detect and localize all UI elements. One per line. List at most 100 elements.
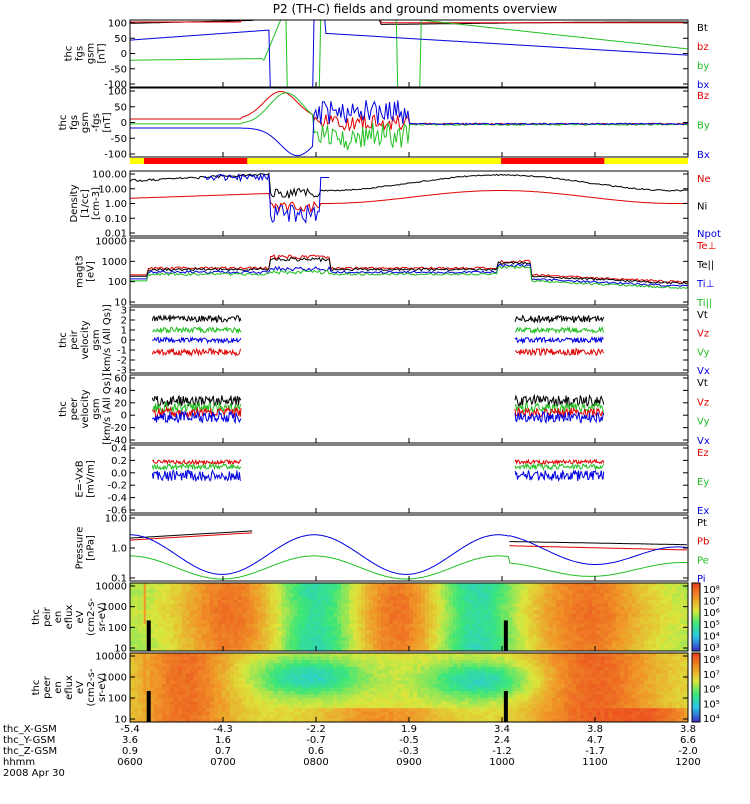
legend-entry: Bz [697,91,709,102]
y-axis-label: en [53,681,64,694]
series-Vt-group [515,395,604,406]
date-label: 2008 Apr 30 [3,768,65,779]
y-axis-label: gsm [86,43,97,64]
x-tick-label: 0700 [210,757,235,768]
x-tick-label: 0800 [303,757,328,768]
legend-entry: By [697,121,710,132]
series-Pb-group [509,546,687,550]
series-Pt-group [130,531,252,538]
series-Ey [515,464,604,469]
x-tick-label: 0600 [117,757,142,768]
y-tick-label: 100 [108,19,127,30]
x-row-label: thc_Z-GSM [3,746,57,757]
legend-entry: Ti⊥ [696,279,714,290]
y-tick-label: 1.00 [105,199,127,210]
series-Ex-group [515,470,604,481]
y-tick-label: -100 [104,150,127,161]
colorbar-label: 10⁵ [703,699,720,710]
series-Vx-group [515,337,604,342]
series-Pb [509,546,687,550]
panel-frame [130,375,688,443]
series-Pt-group [509,542,687,545]
series-Vz-group [152,349,241,356]
y-tick-label: 0 [121,411,127,422]
series-Npot-group [204,174,330,222]
series-Vy [152,328,241,333]
legend-entry: Vz [697,329,709,340]
y-tick-label: 100 [108,694,127,705]
y-axis-label: [mV/m] [86,460,97,498]
legend-entry: Ti|| [696,298,712,309]
x-tick-label: -4.3 [213,724,233,735]
y-axis-label: thc [58,401,69,417]
y-axis-label: fgs [69,115,80,130]
series-Ni-group [130,173,687,198]
x-tick-label: 1.6 [215,735,231,746]
series-Pt [509,542,687,545]
series-by [130,8,687,94]
x-tick-label: 6.6 [680,735,696,746]
series-Vx-group [152,412,241,423]
y-tick-label: 100 [108,87,127,98]
series-Vz-group [515,349,604,356]
x-row-label: thc_Y-GSM [3,735,55,746]
legend-entry: Vz [697,397,709,408]
x-tick-label: 3.8 [680,724,696,735]
series-Ez [515,460,604,464]
x-tick-label: 0900 [396,757,421,768]
series-Vx [152,412,241,423]
x-tick-label: 1200 [675,757,700,768]
y-tick-label: -50 [111,134,127,145]
y-axis-label: [nT] [97,43,108,63]
legend-entry: Ne [697,174,711,185]
y-axis-label: E=-VxB [75,460,86,497]
legend-entry: Ez [697,448,709,459]
colorbar-label: 10⁶ [703,608,720,619]
legend-entry: Vt [697,310,708,321]
x-tick-label: -0.5 [399,735,419,746]
y-axis-label: gsm [91,398,102,419]
colorbar-label: 10⁵ [703,620,720,631]
series-Npot [204,174,330,222]
mode-bar [130,158,688,164]
y-axis-label: [cm-3] [91,187,102,220]
x-tick-label: -0.7 [306,735,326,746]
series-Vz [152,349,241,356]
y-tick-label: 1000 [102,257,127,268]
data-gap-bar [147,691,151,722]
x-tick-label: 3.6 [122,735,138,746]
figure-title: P2 (TH-C) fields and ground moments over… [273,2,558,16]
series-Ti-perp-group [130,264,687,286]
y-axis-label: Density [69,184,80,222]
y-axis-label: peer [69,397,80,421]
y-axis-label: thc [31,680,42,696]
series-Vy-group [152,328,241,333]
mode-bar-segment [501,158,604,164]
y-tick-label: 0.2 [111,456,127,467]
colorbar-label: 10³ [703,643,720,654]
series-Ez-group [152,460,241,464]
series-Te-par [130,258,687,284]
data-gap-bar [504,691,508,722]
y-tick-label: -50 [111,64,127,75]
series-Vt [152,316,241,323]
x-tick-label: -2.0 [678,746,698,757]
series-Ex [515,470,604,481]
y-tick-label: 0.4 [111,444,127,455]
legend-entry: Te⊥ [696,241,716,252]
x-tick-label: 1100 [582,757,607,768]
y-axis-label: thc [58,332,69,348]
y-axis-label: thc [64,46,75,62]
y-tick-label: -20 [111,423,127,434]
series-Vt-group [515,316,604,322]
series-Ey-group [515,464,604,469]
series-Vx-group [152,337,241,342]
legend-entry: Vy [697,417,710,428]
y-tick-label: 10000 [95,582,127,593]
y-axis-label: (cm2-s- [86,668,97,706]
legend-entry: Pt [697,518,707,529]
